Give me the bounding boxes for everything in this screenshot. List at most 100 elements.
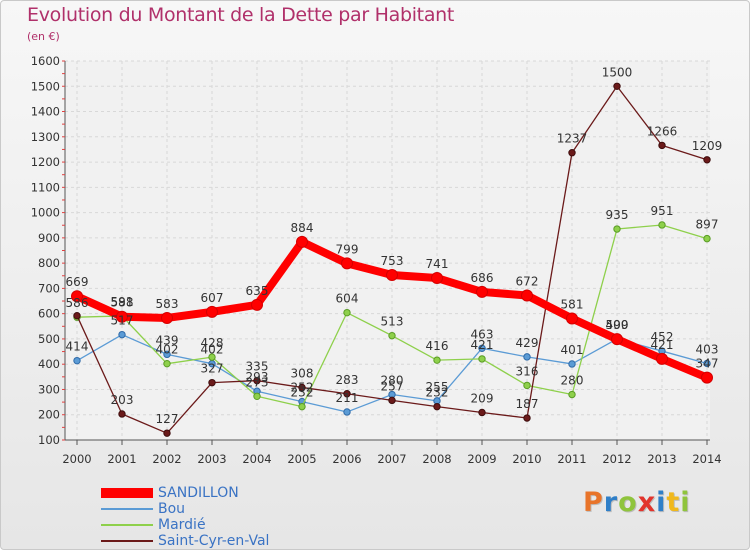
data-point (163, 359, 171, 368)
data-point (388, 396, 396, 405)
data-label: 500 (606, 318, 629, 332)
y-tick-label: 200 (38, 408, 60, 422)
y-tick-label: 800 (38, 256, 60, 270)
data-point (118, 410, 126, 418)
x-tick-label: 2005 (287, 452, 316, 466)
data-point (208, 353, 216, 361)
y-tick-label: 600 (38, 307, 60, 321)
data-label: 402 (156, 343, 179, 357)
x-tick-label: 2014 (692, 452, 721, 466)
legend-swatch (101, 540, 153, 542)
data-label: 252 (291, 381, 314, 395)
data-point (298, 383, 306, 392)
data-point (388, 331, 396, 340)
data-label: 293 (246, 370, 269, 384)
data-label: 232 (426, 386, 449, 400)
x-tick-label: 2010 (512, 452, 541, 466)
data-label: 232 (291, 386, 314, 400)
data-point (703, 234, 711, 243)
data-label: 421 (471, 338, 494, 352)
data-label: 428 (201, 336, 224, 350)
data-label: 283 (336, 373, 359, 387)
data-label: 187 (516, 397, 539, 411)
data-point (431, 272, 443, 285)
data-label: 1237 (557, 132, 588, 146)
chart-title: Evolution du Montant de la Dette par Hab… (27, 4, 455, 26)
data-point (658, 221, 666, 229)
data-point (73, 311, 81, 320)
data-label: 347 (696, 357, 719, 371)
legend-label: Saint-Cyr-en-Val (158, 533, 270, 549)
data-label: 439 (156, 333, 179, 347)
data-label: 513 (381, 315, 404, 329)
data-label: 1500 (602, 65, 633, 79)
data-label: 280 (381, 374, 404, 388)
data-label: 127 (156, 412, 179, 426)
line-chart: 100 200 300 400 500 600 700 800 900 1000 1100 1200 1… (31, 54, 723, 466)
data-label: 884 (291, 221, 314, 235)
data-point (73, 356, 81, 365)
x-tick-label: 2002 (152, 452, 181, 466)
data-point (568, 149, 576, 157)
proxiti-logo: Proxiti (583, 487, 691, 518)
data-point (703, 156, 711, 164)
data-point (71, 290, 83, 303)
data-point (613, 225, 621, 233)
data-point (521, 289, 533, 302)
data-point (296, 235, 308, 248)
x-tick-label: 2013 (647, 452, 676, 466)
data-label: 335 (246, 360, 269, 374)
data-point (118, 330, 126, 339)
data-label: 416 (426, 339, 449, 353)
data-point (478, 355, 486, 363)
y-tick-label: 400 (38, 357, 60, 371)
data-point (433, 356, 441, 364)
data-point (341, 257, 353, 270)
legend-swatch (101, 488, 153, 498)
data-point (523, 414, 531, 422)
data-point (343, 308, 351, 317)
data-label: 203 (111, 393, 134, 407)
data-label: 591 (111, 295, 134, 309)
x-tick-label: 2001 (107, 452, 136, 466)
data-label: 308 (291, 366, 314, 380)
data-point (566, 312, 578, 325)
y-tick-label: 1000 (31, 206, 60, 220)
data-label: 607 (201, 291, 224, 305)
data-label: 499 (606, 318, 629, 332)
data-label: 897 (696, 218, 719, 232)
data-label: 401 (561, 343, 584, 357)
data-label: 588 (111, 296, 134, 310)
data-point (251, 298, 263, 311)
data-label: 669 (66, 275, 89, 289)
data-point (478, 344, 486, 352)
data-label: 583 (156, 297, 179, 311)
data-point (253, 376, 261, 385)
data-label: 951 (651, 204, 674, 218)
data-label: 403 (696, 342, 719, 356)
legend-label: SANDILLON (158, 485, 239, 501)
data-label: 635 (246, 284, 269, 298)
data-label: 741 (426, 257, 449, 271)
y-tick-label: 1100 (31, 180, 60, 194)
legend-label: Mardié (158, 517, 206, 533)
y-tick-label: 1300 (31, 130, 60, 144)
data-point (568, 360, 576, 368)
data-point (478, 408, 486, 417)
data-label: 463 (471, 327, 494, 341)
y-tick-label: 500 (38, 332, 60, 346)
legend-swatch (101, 524, 153, 526)
data-label: 517 (111, 314, 134, 328)
data-point (703, 359, 711, 368)
chart-subtitle: (en €) (27, 30, 60, 43)
data-label: 429 (516, 336, 539, 350)
data-point (253, 392, 261, 400)
legend-label: Bou (158, 501, 186, 517)
data-label: 211 (336, 391, 359, 405)
data-label: 327 (201, 362, 224, 376)
data-point (298, 402, 306, 411)
x-tick-label: 2006 (332, 452, 361, 466)
y-tick-label: 1600 (31, 54, 60, 68)
y-tick-label: 1400 (31, 105, 60, 119)
y-tick-label: 1200 (31, 155, 60, 169)
